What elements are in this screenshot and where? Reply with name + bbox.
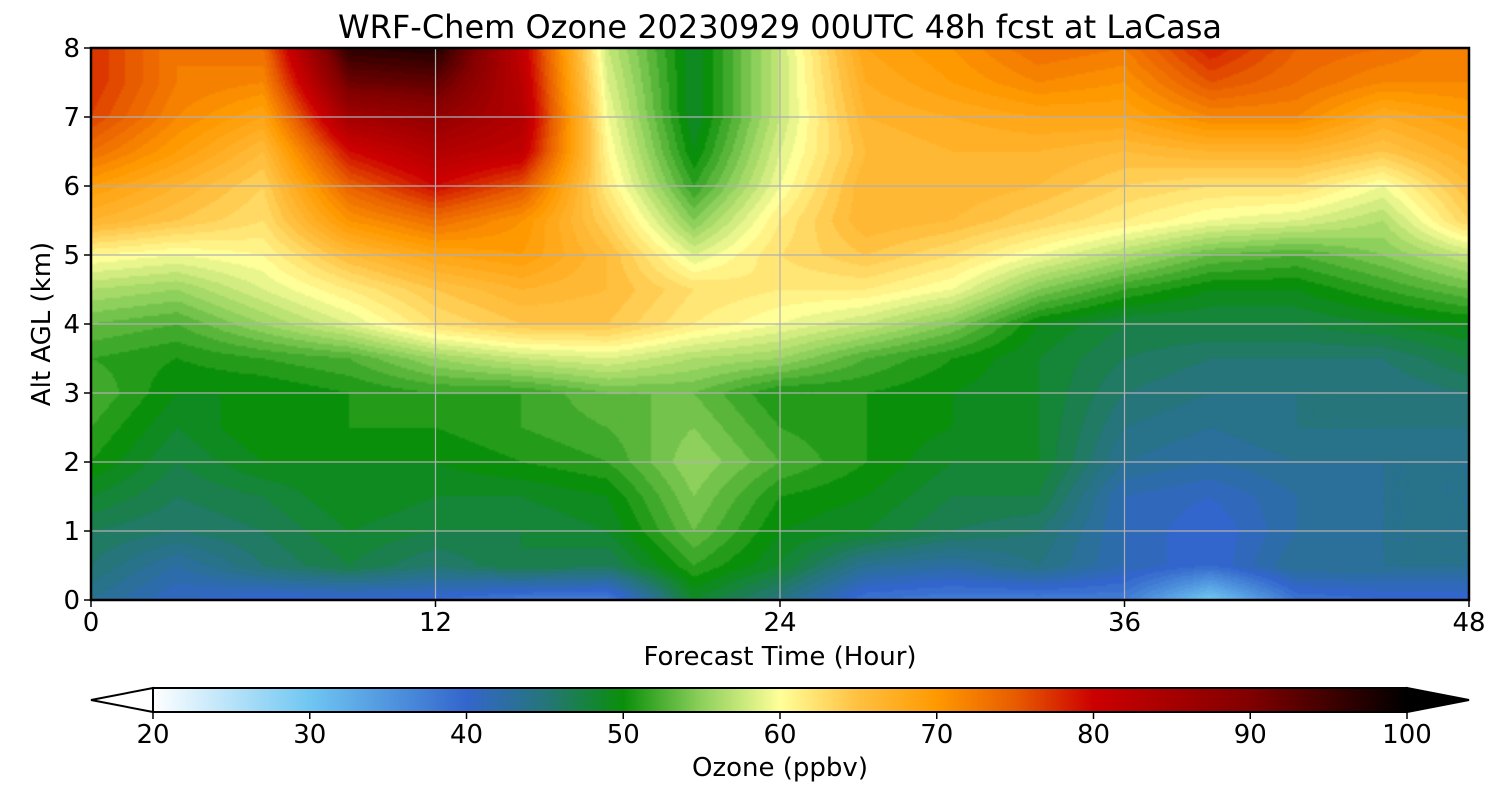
colorbar-body (153, 688, 1407, 712)
colorbar-tick-label: 90 (1234, 720, 1267, 750)
x-tick-label: 0 (83, 608, 100, 638)
colorbar-low-extend (90, 686, 154, 714)
colorbar-tick-label: 80 (1077, 720, 1110, 750)
colorbar: 20 30 40 50 60 70 80 90 100 Ozone (ppbv) (90, 686, 1470, 783)
chart-title: WRF-Chem Ozone 20230929 00UTC 48h fcst a… (338, 8, 1222, 46)
colorbar-tick-label: 20 (136, 720, 169, 750)
y-tick-label: 5 (63, 241, 80, 271)
grid-lines (91, 48, 1469, 600)
y-tick-label: 8 (63, 34, 80, 64)
colorbar-tick-label: 30 (293, 720, 326, 750)
colorbar-ticks: 20 30 40 50 60 70 80 90 100 (136, 712, 1432, 750)
y-axis-ticks: 0 1 2 3 4 5 6 7 8 (63, 34, 91, 616)
colorbar-tick-label: 50 (607, 720, 640, 750)
x-axis-label: Forecast Time (Hour) (643, 642, 916, 672)
colorbar-high-extend (1406, 686, 1470, 714)
y-tick-label: 2 (63, 448, 80, 478)
y-tick-label: 0 (63, 586, 80, 616)
colorbar-label: Ozone (ppbv) (692, 753, 868, 783)
x-tick-label: 48 (1452, 608, 1485, 638)
x-tick-label: 24 (763, 608, 796, 638)
colorbar-tick-label: 60 (763, 720, 796, 750)
y-tick-label: 7 (63, 103, 80, 133)
y-tick-label: 6 (63, 172, 80, 202)
y-tick-label: 3 (63, 379, 80, 409)
x-tick-label: 12 (419, 608, 452, 638)
y-tick-label: 4 (63, 310, 80, 340)
colorbar-tick-label: 100 (1382, 720, 1432, 750)
colorbar-tick-label: 40 (450, 720, 483, 750)
x-axis-ticks: 0 12 24 36 48 (83, 600, 1486, 638)
colorbar-tick-label: 70 (920, 720, 953, 750)
y-axis-label: Alt AGL (km) (27, 242, 57, 406)
x-tick-label: 36 (1108, 608, 1141, 638)
y-tick-label: 1 (63, 517, 80, 547)
